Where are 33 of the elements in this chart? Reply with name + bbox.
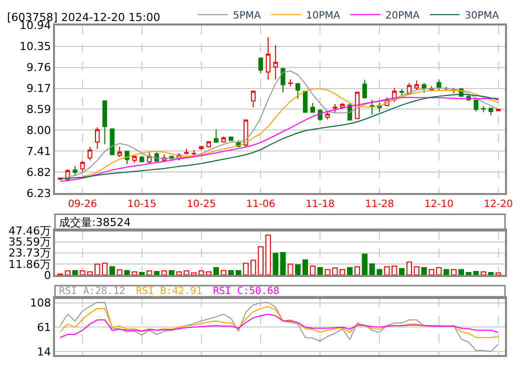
chart-title: [603758] 2024-12-20 15:00 bbox=[7, 11, 160, 24]
series-label: RSI_A:28.12 bbox=[59, 286, 126, 297]
y-tick-label: 11.86万 bbox=[8, 258, 52, 271]
legend-label: 5PMA bbox=[233, 10, 262, 22]
series-label: RSI_C:50.68 bbox=[213, 286, 280, 297]
text: 成交量:38524 bbox=[59, 216, 131, 229]
y-tick-label: 35.59万 bbox=[8, 236, 52, 249]
y-tick-label: 47.46万 bbox=[8, 224, 52, 238]
x-tick-label: 11-18 bbox=[306, 198, 335, 210]
x-tick-label: 12-20 bbox=[484, 198, 513, 210]
y-tick-label: 14 bbox=[37, 345, 52, 358]
x-tick-label: 11-28 bbox=[364, 198, 394, 210]
text: RSI_B:42.91 bbox=[136, 286, 202, 297]
y-tick-label: 10.35 bbox=[20, 40, 52, 54]
y-tick-label: 9.17 bbox=[26, 82, 52, 96]
y-tick-label: 23.73万 bbox=[8, 246, 52, 260]
legend-label: 10PMA bbox=[306, 10, 340, 22]
x-tick-label: 11-06 bbox=[246, 198, 276, 210]
y-tick-label: 9.76 bbox=[26, 61, 52, 74]
legend-label: 20PMA bbox=[385, 10, 420, 22]
y-tick-label: 6.82 bbox=[26, 166, 52, 179]
y-tick-label: 8.59 bbox=[26, 102, 52, 116]
y-tick-label: 7.41 bbox=[26, 144, 52, 158]
y-tick-label: 8.00 bbox=[26, 124, 52, 137]
x-tick-label: 09-26 bbox=[68, 198, 98, 210]
x-tick-label: 10-25 bbox=[186, 198, 216, 210]
y-tick-label: 0 bbox=[44, 268, 52, 282]
y-tick-label: 6.23 bbox=[26, 186, 52, 200]
x-tick-label: 12-10 bbox=[424, 198, 454, 210]
legend-label: 30PMA bbox=[464, 10, 500, 22]
x-tick-label: 10-15 bbox=[127, 198, 156, 210]
y-tick-label: 108 bbox=[30, 296, 52, 310]
y-tick-label: 61 bbox=[37, 321, 52, 334]
